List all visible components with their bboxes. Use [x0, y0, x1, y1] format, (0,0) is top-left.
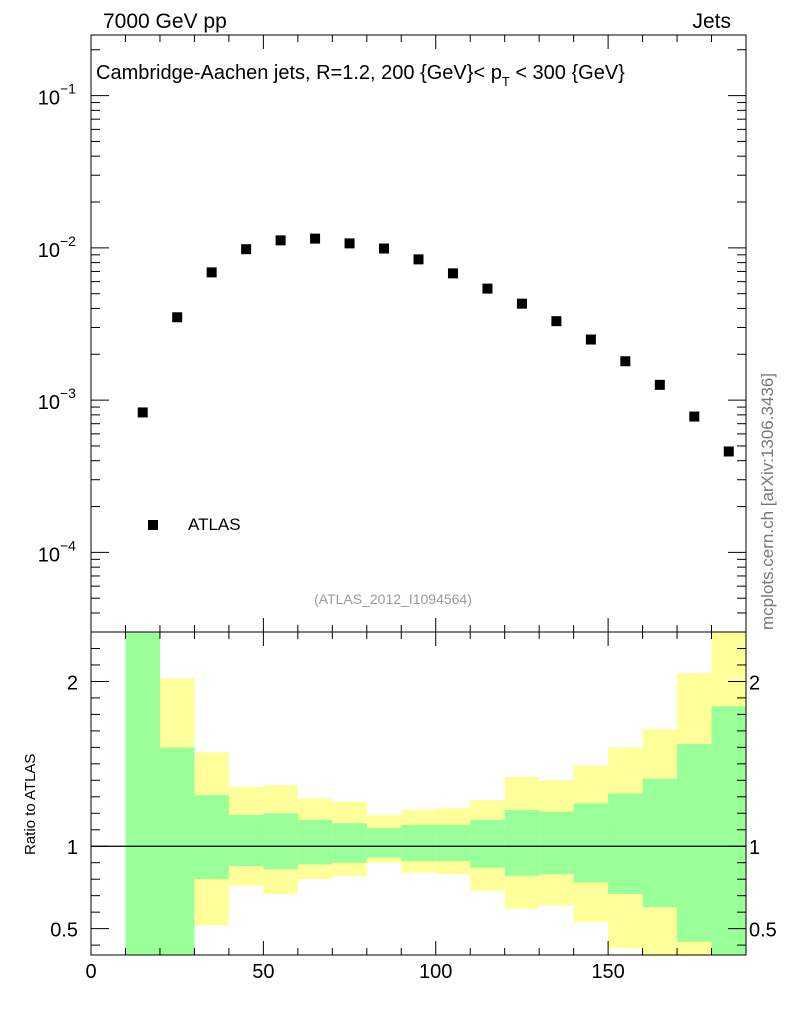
x-tick-label: 0 — [85, 961, 96, 983]
ratio-band-1-bin-13 — [573, 803, 609, 883]
panel-title-tail: < 300 {GeV} — [509, 62, 625, 84]
panel-title-subscript: T — [501, 74, 510, 89]
tick-labels: 10−410−310−210 −10.5 0.51 12 20 50 100 150 — [38, 81, 777, 983]
x-tick-label: 100 — [419, 961, 452, 983]
data-point-0 — [137, 407, 148, 418]
ratio-band-1-bin-8 — [401, 824, 436, 862]
ratio-band-1-bin-1 — [159, 747, 195, 955]
panel-title: Cambridge-Aachen jets, R=1.2, 200 {GeV}<… — [96, 62, 625, 89]
main-plot-frame — [90, 34, 747, 633]
ratio-band-1-bin-5 — [297, 819, 333, 865]
data-point-9 — [447, 268, 458, 279]
ratio-y-tick-label-right: 1 — [749, 837, 760, 859]
header-left-label: 7000 GeV pp — [103, 10, 227, 33]
ratio-band-1-bin-12 — [539, 811, 574, 875]
data-point-5 — [310, 233, 321, 244]
main-y-tick-label: 10 — [38, 544, 60, 566]
axis-ticks — [90, 35, 747, 955]
legend-label: ATLAS — [188, 515, 241, 534]
ratio-band-1-bin-10 — [470, 819, 505, 868]
header-right-label: Jets — [692, 10, 731, 33]
main-y-tick-label-exponent: −1 — [60, 81, 76, 97]
ratio-band-1-bin-6 — [332, 823, 367, 863]
ratio-band-1-bin-0 — [125, 632, 160, 955]
main-y-tick-label-exponent: −3 — [60, 385, 76, 401]
ratio-band-1-bin-17 — [711, 706, 746, 955]
ratio-y-tick-label-right: 2 — [749, 672, 760, 694]
data-point-3 — [241, 244, 252, 255]
x-tick-label: 50 — [252, 961, 274, 983]
x-tick-label: 150 — [591, 961, 624, 983]
main-y-tick-label-exponent: −2 — [60, 233, 76, 249]
ratio-band-1-bin-16 — [677, 744, 712, 942]
data-point-2 — [206, 267, 217, 278]
data-point-7 — [379, 243, 390, 254]
data-point-11 — [516, 298, 527, 309]
ratio-band-1-bin-3 — [228, 814, 264, 867]
ratio-band-1-bin-2 — [194, 795, 229, 880]
data-point-16 — [689, 411, 700, 422]
main-y-tick-label-exponent: −4 — [60, 537, 76, 553]
data-point-14 — [620, 356, 631, 367]
data-point-6 — [344, 238, 355, 249]
ratio-band-1-bin-11 — [504, 809, 540, 876]
ratio-y-tick-label: 0.5 — [50, 920, 78, 942]
ratio-y-tick-label: 2 — [67, 672, 78, 694]
data-point-8 — [413, 254, 424, 265]
main-y-tick-label: 10 — [38, 88, 60, 110]
ratio-y-tick-label-right: 0.5 — [749, 920, 777, 942]
data-point-13 — [585, 334, 596, 345]
ratio-plot-frame — [90, 631, 747, 956]
data-points — [137, 233, 734, 457]
ratio-band-1-bin-15 — [642, 778, 678, 908]
tick-label-base: 10 — [38, 88, 60, 110]
main-y-tick-label: 10 — [38, 392, 60, 414]
ratio-band-1-bin-4 — [263, 813, 298, 870]
tick-label-base: 10 — [38, 392, 60, 414]
ratio-band-1-bin-9 — [435, 824, 471, 862]
ratio-band-1-bin-14 — [608, 793, 643, 895]
data-point-17 — [723, 446, 734, 457]
data-point-1 — [172, 312, 183, 323]
data-point-4 — [275, 235, 286, 246]
legend-marker — [148, 520, 158, 530]
panel-title-main: Cambridge-Aachen jets, R=1.2, 200 {GeV}<… — [96, 62, 502, 84]
tick-label-base: 10 — [38, 240, 60, 262]
ratio-y-tick-label: 1 — [67, 837, 78, 859]
data-point-10 — [482, 283, 493, 294]
reference-label: (ATLAS_2012_I1094564) — [314, 591, 472, 607]
data-point-15 — [654, 379, 665, 390]
main-y-tick-label: 10 — [38, 240, 60, 262]
data-point-12 — [551, 316, 562, 327]
plot-frames — [90, 34, 747, 956]
ratio-band-1-bin-7 — [366, 828, 402, 858]
tick-label-base: 10 — [38, 544, 60, 566]
ratio-bands — [125, 632, 746, 955]
